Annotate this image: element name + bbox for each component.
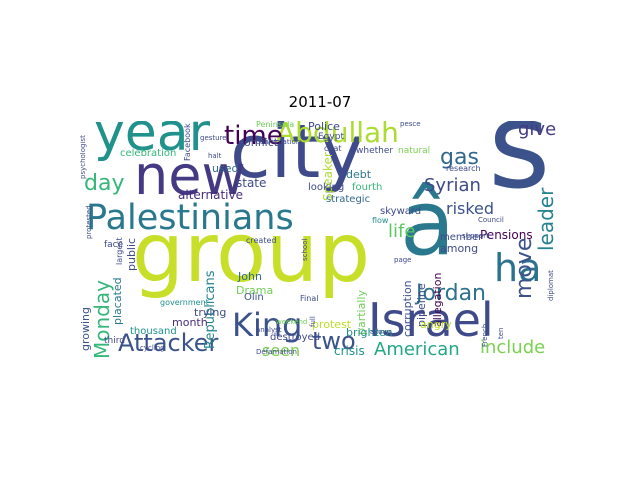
- word: King: [232, 306, 303, 344]
- word: American: [374, 339, 460, 360]
- word: placated: [111, 277, 124, 325]
- word: Jordan: [416, 281, 486, 306]
- word: natural: [398, 146, 431, 156]
- word: flow: [372, 216, 389, 225]
- word: include: [480, 337, 546, 358]
- word: s: [488, 121, 551, 216]
- word: fourth: [352, 182, 383, 193]
- word: give: [518, 121, 557, 140]
- word: ten: [497, 327, 505, 340]
- word: Final: [300, 294, 319, 303]
- word: Pensions: [480, 228, 533, 242]
- word: thousand: [130, 326, 177, 337]
- word: Olin: [244, 292, 264, 303]
- word: two: [312, 327, 356, 355]
- word: Defamation: [256, 348, 297, 356]
- word: Attacker: [118, 329, 219, 357]
- word: among: [440, 242, 479, 255]
- word: life: [388, 221, 416, 242]
- word: analyst: [256, 326, 282, 334]
- word: face: [104, 240, 124, 250]
- word: celebration: [120, 148, 177, 159]
- word: debt: [346, 168, 372, 181]
- word: research: [446, 164, 481, 173]
- word: Police: [308, 121, 340, 133]
- word: Peninsula: [256, 121, 295, 129]
- word: support: [462, 232, 489, 240]
- word: gesture: [200, 134, 227, 142]
- word: Abdullah: [276, 121, 399, 149]
- word: diplomat: [547, 270, 555, 301]
- word: allows: [370, 328, 392, 336]
- word: city: [230, 121, 365, 195]
- word: Syrian: [424, 175, 481, 196]
- word: strategic: [326, 194, 371, 205]
- word: Drama: [236, 284, 274, 297]
- word: government: [160, 298, 209, 307]
- word: confirmation: [256, 138, 301, 146]
- word: crisis: [334, 344, 365, 358]
- word: Council: [478, 216, 504, 224]
- word: protested: [85, 205, 93, 239]
- word: used: [212, 162, 239, 175]
- word: third: [104, 336, 125, 346]
- word: angry: [420, 318, 452, 331]
- word: new: [134, 144, 246, 207]
- word: conflict: [238, 136, 279, 149]
- word: Israel: [368, 293, 494, 347]
- word: trying: [194, 306, 227, 319]
- word: alternative: [178, 188, 243, 202]
- word: Monday: [90, 280, 114, 359]
- word: time: [224, 121, 283, 151]
- word: state: [236, 176, 267, 190]
- word: Egypt: [318, 132, 344, 142]
- word: largest: [115, 237, 124, 265]
- word: pesce: [400, 121, 421, 128]
- word: whether: [356, 146, 394, 156]
- word: skyward: [380, 206, 422, 217]
- word: day: [84, 171, 125, 196]
- figure-title: 2011-07: [288, 93, 352, 111]
- word: protest: [312, 318, 352, 331]
- word: French: [481, 323, 489, 347]
- word: halt: [208, 152, 222, 160]
- word: public: [125, 237, 138, 271]
- word: weekend: [276, 318, 308, 326]
- word: Facebook: [183, 123, 192, 161]
- word: year: [94, 121, 211, 163]
- word: leader: [534, 187, 558, 251]
- word: John: [238, 270, 262, 283]
- word: destroyed: [270, 332, 321, 343]
- word: ha: [494, 246, 542, 290]
- word: gas: [440, 145, 479, 170]
- word: chat: [324, 144, 342, 153]
- word: full: [309, 316, 317, 327]
- word: growing: [80, 307, 92, 351]
- word: created: [246, 236, 277, 245]
- word: move: [512, 237, 537, 299]
- word: month: [172, 316, 208, 329]
- word: Palestinians: [86, 198, 294, 238]
- word: seen: [262, 341, 301, 360]
- word: brighten: [346, 326, 393, 339]
- word: risked: [446, 199, 495, 218]
- word: member: [440, 232, 483, 243]
- word: page: [394, 256, 412, 264]
- word: looking: [308, 182, 345, 193]
- word: group: [132, 206, 371, 301]
- word: cycling: [140, 344, 165, 352]
- word-cloud: group city new year s â Palestinians Isr…: [80, 121, 560, 361]
- word: â: [400, 171, 456, 276]
- word: school: [301, 238, 309, 261]
- word: psychologist: [80, 135, 87, 179]
- word: corruption: [401, 280, 414, 337]
